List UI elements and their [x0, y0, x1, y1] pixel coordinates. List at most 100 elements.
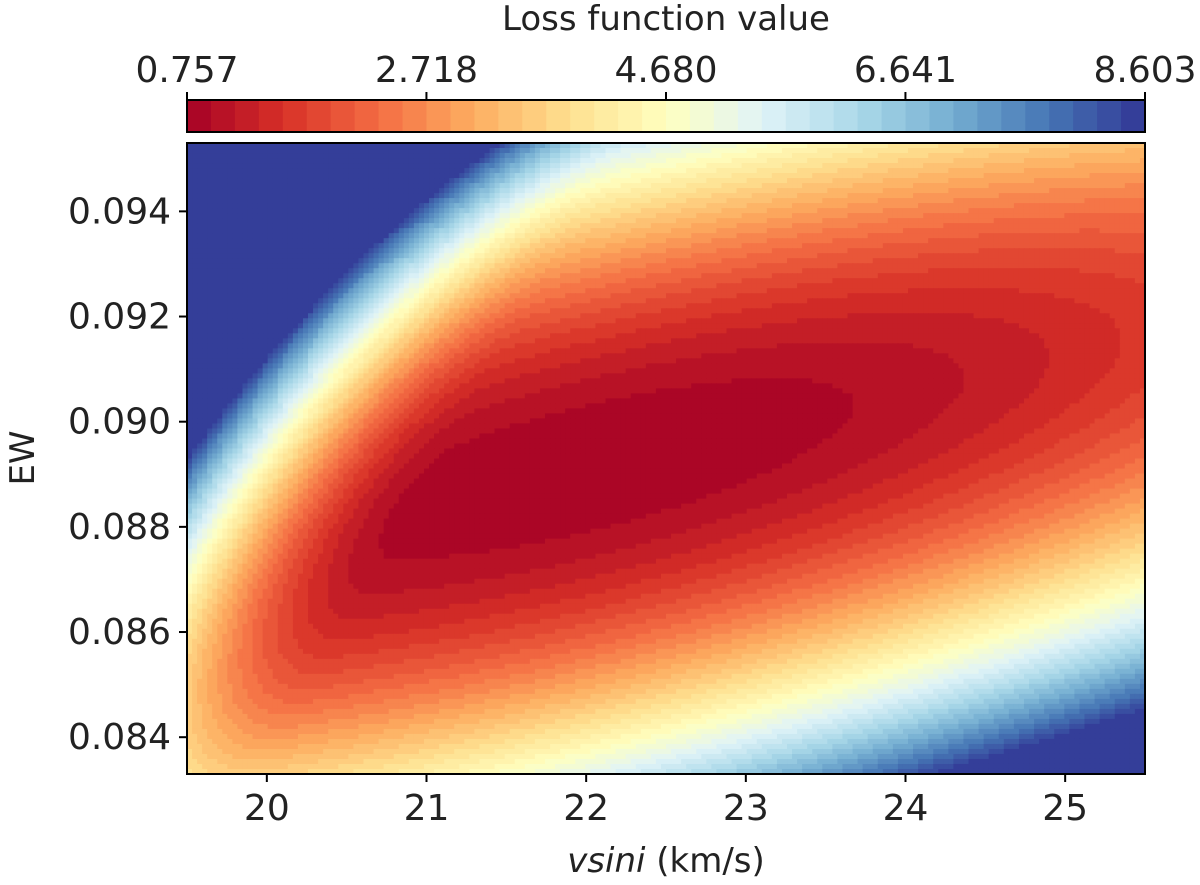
heatmap-cell	[262, 143, 269, 149]
heatmap-cell	[499, 148, 506, 154]
heatmap-cell	[1104, 198, 1111, 204]
heatmap-cell	[953, 243, 960, 249]
heatmap-cell	[1094, 143, 1101, 149]
heatmap-cell	[585, 248, 591, 254]
heatmap-cell	[539, 228, 546, 234]
heatmap-cell	[313, 163, 319, 169]
heatmap-cell	[363, 228, 370, 234]
heatmap-cell	[600, 178, 607, 184]
heatmap-cell	[923, 183, 929, 189]
heatmap-cell	[746, 148, 753, 154]
heatmap-cell	[1039, 188, 1045, 194]
heatmap-cell	[1109, 223, 1116, 229]
heatmap-cell	[1119, 198, 1126, 204]
heatmap-cell	[1104, 213, 1111, 219]
heatmap-cell	[897, 198, 904, 204]
heatmap-cell	[212, 178, 218, 184]
heatmap-cell	[555, 168, 561, 174]
heatmap-cell	[822, 258, 828, 264]
heatmap-cell	[444, 228, 450, 234]
heatmap-cell	[1124, 208, 1131, 214]
heatmap-cell	[998, 148, 1005, 154]
heatmap-cell	[852, 173, 859, 179]
heatmap-cell	[1114, 223, 1121, 229]
heatmap-cell	[696, 223, 702, 229]
heatmap-cell	[943, 258, 949, 264]
heatmap-cell	[721, 233, 728, 239]
heatmap-cell	[449, 223, 455, 229]
heatmap-cell	[459, 223, 465, 229]
heatmap-cell	[499, 263, 506, 269]
heatmap-cell	[242, 173, 249, 179]
heatmap-cell	[877, 233, 884, 239]
heatmap-cell	[681, 233, 687, 239]
heatmap-cell	[393, 178, 400, 184]
heatmap-cell	[444, 268, 450, 274]
heatmap-cell	[227, 168, 233, 174]
heatmap-cell	[1079, 143, 1086, 149]
heatmap-cell	[630, 208, 637, 214]
heatmap-cell	[257, 248, 264, 254]
heatmap-cell	[333, 203, 339, 209]
heatmap-cell	[781, 188, 788, 194]
heatmap-cell	[429, 163, 435, 169]
heatmap-cell	[948, 173, 954, 179]
heatmap-cell	[650, 218, 657, 224]
heatmap-cell	[454, 213, 460, 219]
heatmap-cell	[1018, 198, 1025, 204]
heatmap-cell	[570, 258, 576, 264]
heatmap-cell	[812, 193, 818, 199]
heatmap-cell	[746, 228, 753, 234]
heatmap-cell	[454, 153, 460, 159]
heatmap-cell	[1029, 208, 1035, 214]
heatmap-cell	[519, 143, 526, 149]
heatmap-cell	[423, 148, 430, 154]
heatmap-cell	[918, 163, 924, 169]
heatmap-cell	[272, 178, 279, 184]
heatmap-cell	[726, 143, 733, 149]
heatmap-cell	[610, 248, 617, 254]
heatmap-cell	[323, 243, 329, 249]
heatmap-cell	[464, 163, 470, 169]
heatmap-cell	[1084, 248, 1091, 254]
heatmap-cell	[983, 163, 990, 169]
heatmap-cell	[207, 198, 213, 204]
heatmap-cell	[751, 253, 758, 259]
heatmap-cell	[666, 218, 672, 224]
heatmap-cell	[681, 183, 687, 189]
heatmap-cell	[509, 213, 516, 219]
heatmap-cell	[1064, 263, 1070, 269]
heatmap-cell	[454, 208, 460, 214]
heatmap-cell	[832, 218, 839, 224]
heatmap-cell	[287, 268, 294, 274]
heatmap-cell	[822, 148, 828, 154]
heatmap-cell	[761, 178, 768, 184]
heatmap-cell	[726, 268, 733, 274]
heatmap-cell	[660, 223, 667, 229]
heatmap-cell	[1018, 258, 1025, 264]
heatmap-cell	[580, 218, 586, 224]
heatmap-cell	[862, 183, 869, 189]
heatmap-cell	[418, 238, 425, 244]
heatmap-cell	[887, 218, 894, 224]
heatmap-cell	[494, 193, 501, 199]
heatmap-cell	[444, 188, 450, 194]
heatmap-cell	[413, 213, 420, 219]
heatmap-cell	[287, 163, 294, 169]
heatmap-cell	[1069, 253, 1076, 259]
heatmap-cell	[600, 198, 607, 204]
heatmap-cell	[711, 218, 718, 224]
heatmap-cell	[187, 273, 193, 279]
heatmap-cell	[1079, 213, 1086, 219]
heatmap-cell	[393, 208, 400, 214]
heatmap-cell	[746, 233, 753, 239]
heatmap-cell	[731, 213, 738, 219]
heatmap-cell	[862, 268, 869, 274]
heatmap-cell	[1003, 173, 1010, 179]
heatmap-cell	[247, 243, 254, 249]
heatmap-cell	[751, 188, 758, 194]
heatmap-cell	[1094, 178, 1101, 184]
heatmap-cell	[1079, 173, 1086, 179]
heatmap-cell	[650, 248, 657, 254]
heatmap-cell	[731, 268, 738, 274]
